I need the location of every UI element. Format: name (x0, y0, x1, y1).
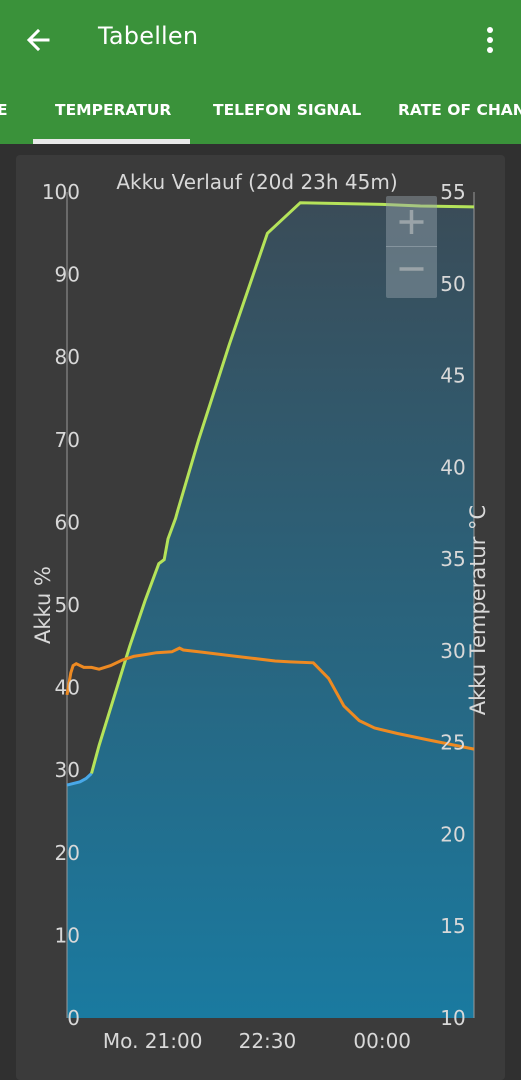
y2-tick-label: 10 (440, 1006, 465, 1030)
battery-level-line (90, 201, 475, 774)
app-bar: Tabellen (0, 0, 521, 80)
zoom-separator (386, 246, 437, 247)
y-tick-label: 70 (55, 428, 80, 452)
tab-rate-of-change[interactable]: RATE OF CHAN (398, 101, 521, 119)
y2-tick-label: 35 (440, 547, 465, 571)
y-tick-label: 50 (55, 593, 80, 617)
y-tick-label: 60 (55, 510, 80, 534)
chart-axes (66, 192, 475, 1018)
x-tick-label: Mo. 21:00 (103, 1029, 203, 1053)
y-tick-label: 20 (55, 841, 80, 865)
y-tick-label: 90 (55, 263, 80, 287)
minus-icon[interactable] (386, 247, 437, 298)
page-title: Tabellen (98, 22, 199, 50)
y2-tick-label: 45 (440, 364, 465, 388)
y-tick-label: 30 (55, 758, 80, 782)
y2-tick-label: 15 (440, 914, 465, 938)
y2-tick-label: 25 (440, 731, 465, 755)
tab-previous[interactable]: E (0, 101, 8, 119)
tab-bar: E TEMPERATUR TELEFON SIGNAL RATE OF CHAN (0, 80, 521, 144)
y-tick-label: 10 (55, 923, 80, 947)
y2-tick-label: 50 (440, 272, 465, 296)
more-vert-icon[interactable] (480, 24, 500, 56)
battery-start-line (66, 772, 93, 787)
y-tick-label: 40 (55, 676, 80, 700)
x-tick-label: 22:30 (239, 1029, 297, 1053)
y-axis-label: Akku % (31, 566, 55, 644)
y-tick-label: 80 (55, 345, 80, 369)
temperature-line (65, 646, 475, 751)
y2-tick-label: 55 (440, 180, 465, 204)
arrow-left-icon[interactable] (22, 24, 54, 56)
zoom-controls (386, 196, 437, 298)
y-tick-label: 100 (42, 180, 80, 204)
y2-tick-label: 20 (440, 822, 465, 846)
y2-tick-label: 30 (440, 639, 465, 663)
battery-area-fill (67, 202, 474, 1018)
active-tab-indicator (33, 139, 190, 144)
plus-icon[interactable] (386, 196, 437, 247)
y2-axis-label: Akku Temperatur °C (466, 505, 490, 715)
y-tick-label: 0 (67, 1006, 80, 1030)
tab-temperatur[interactable]: TEMPERATUR (55, 101, 172, 119)
y2-tick-label: 40 (440, 455, 465, 479)
chart-title: Akku Verlauf (20d 23h 45m) (116, 170, 397, 194)
x-tick-label: 00:00 (353, 1029, 411, 1053)
tab-telefon-signal[interactable]: TELEFON SIGNAL (213, 101, 362, 119)
